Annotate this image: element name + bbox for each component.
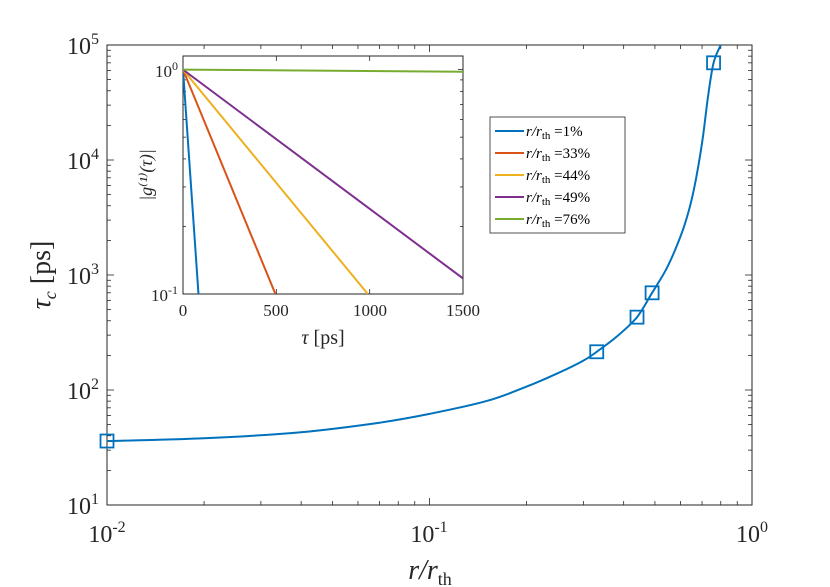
main-y-tick-label: 102	[67, 376, 99, 405]
legend-entry: r/rth =44%	[526, 168, 590, 186]
inset-series-line	[183, 68, 463, 73]
inset-series-line	[183, 68, 463, 280]
data-point-marker	[629, 309, 645, 325]
inset-x-tick-label: 1500	[446, 301, 480, 320]
data-point-marker	[644, 285, 660, 301]
inset-y-tick-label: 10-1	[151, 283, 178, 305]
main-x-axis-label: r/rth	[408, 555, 452, 587]
main-y-tick-label: 105	[67, 31, 99, 60]
main-x-tick-label: 10-1	[410, 519, 447, 548]
legend-entry: r/rth =1%	[526, 124, 583, 142]
inset-y-axis-label: |g⁽¹⁾(τ)|	[136, 149, 157, 201]
data-point-marker	[589, 344, 605, 360]
main-curve-line	[107, 45, 722, 442]
inset-series-line	[183, 69, 200, 294]
main-x-tick-label: 10-2	[88, 519, 125, 548]
inset-lines	[183, 68, 463, 294]
inset-x-tick-label: 500	[263, 301, 289, 320]
main-x-tick-label: 100	[736, 519, 768, 548]
inset-x-axis-label: τ [ps]	[301, 327, 344, 349]
legend-entry: r/rth =33%	[526, 146, 590, 164]
data-point-marker	[99, 433, 115, 449]
legend-entry: r/rth =49%	[526, 190, 590, 208]
legend-entry: r/rth =76%	[526, 212, 590, 230]
inset-y-tick-label: 100	[155, 59, 178, 81]
inset-axis-ticks	[182, 56, 464, 295]
inset-x-tick-label: 0	[179, 301, 188, 320]
main-y-tick-label: 103	[67, 261, 99, 290]
inset-x-tick-label: 1000	[353, 301, 387, 320]
data-point-marker	[706, 55, 721, 71]
main-y-tick-label: 101	[67, 491, 99, 520]
legend: r/rth =1% r/rth =33% r/rth =44% r/rth =4…	[489, 116, 626, 234]
main-markers	[99, 55, 721, 449]
inset-series-line	[183, 69, 277, 294]
main-axis-ticks	[106, 44, 753, 506]
main-curve-group	[107, 45, 722, 442]
main-y-tick-label: 104	[67, 146, 99, 175]
main-y-axis-label: τc [ps]	[26, 241, 60, 310]
inset-series-line	[183, 68, 369, 294]
